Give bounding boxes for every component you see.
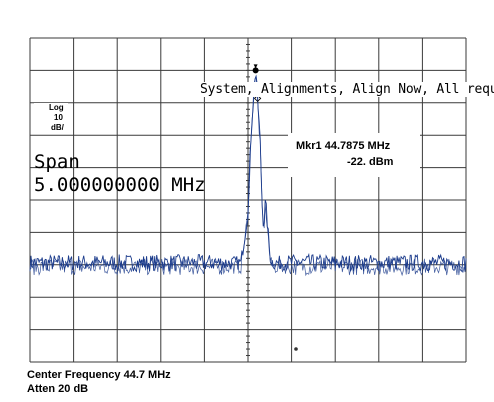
scale-log-label: Log <box>49 103 64 112</box>
marker-arrow-icon <box>253 64 258 69</box>
scale-indicator <box>34 103 68 134</box>
spectrum-trace-2 <box>29 75 467 277</box>
scale-value: 10 <box>54 113 63 122</box>
center-frequency: Center Frequency 44.7 MHz <box>27 369 171 381</box>
marker-frequency: Mkr1 44.7875 MHz <box>296 140 391 152</box>
span-title: Span <box>34 151 80 173</box>
system-message: System, Alignments, Align Now, All requi… <box>200 82 494 97</box>
spectrum-trace <box>29 74 467 273</box>
marker-dot <box>252 67 259 74</box>
marker-readout-box <box>288 133 420 177</box>
reference-marker-icon <box>253 94 262 103</box>
attenuation: Atten 20 dB <box>27 383 89 395</box>
marker-amplitude: -22. dBm <box>347 156 394 168</box>
screen-speck <box>294 347 298 351</box>
scale-unit: dB/ <box>51 123 64 132</box>
span-value: 5.000000000 MHz <box>34 174 206 196</box>
